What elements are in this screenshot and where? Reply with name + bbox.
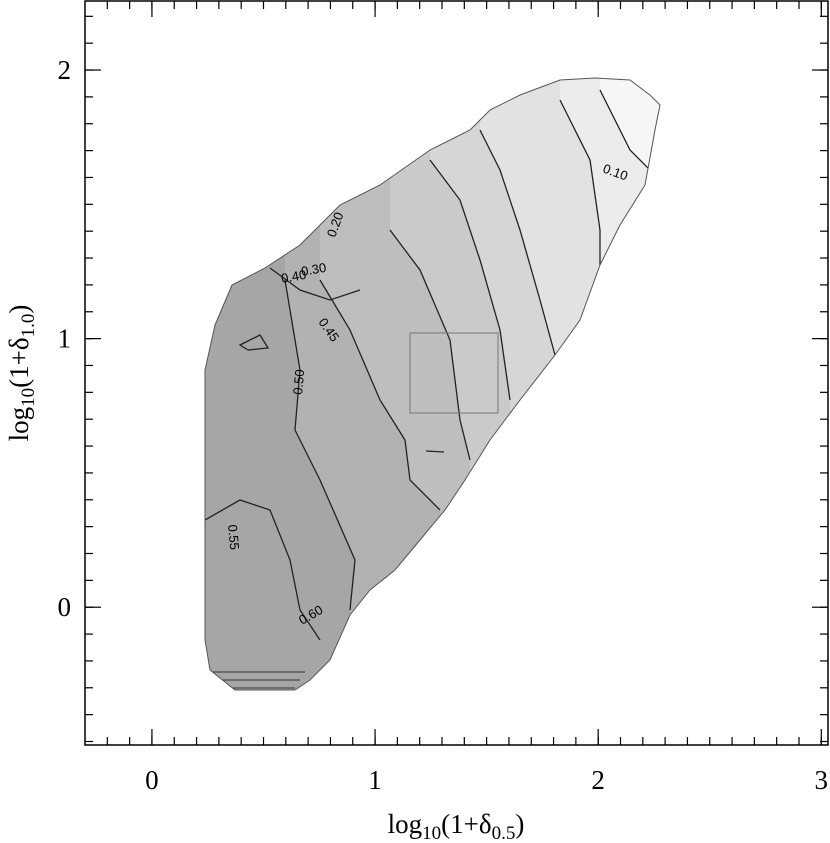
contour-label: 0.55 <box>225 524 242 551</box>
x-tick-label: 2 <box>591 765 605 795</box>
y-axis-label: log10(1+δ1.0) <box>4 305 39 442</box>
y-tick-label: 0 <box>58 592 72 622</box>
x-axis-label: log10(1+δ0.5) <box>388 809 525 843</box>
contour-label: 0.30 <box>300 260 328 279</box>
x-tick-label: 3 <box>815 765 829 795</box>
contour-label: 0.50 <box>290 369 307 396</box>
region-outline <box>204 77 661 691</box>
x-tick-label: 1 <box>368 765 382 795</box>
contour-fill <box>205 78 660 690</box>
y-tick-label: 1 <box>58 324 72 354</box>
contour-label: 0.40 <box>280 267 308 286</box>
plot-frame <box>84 0 829 746</box>
y-tick-label: 2 <box>58 55 72 85</box>
x-tick-label: 0 <box>145 765 159 795</box>
highlight-box <box>409 332 499 414</box>
